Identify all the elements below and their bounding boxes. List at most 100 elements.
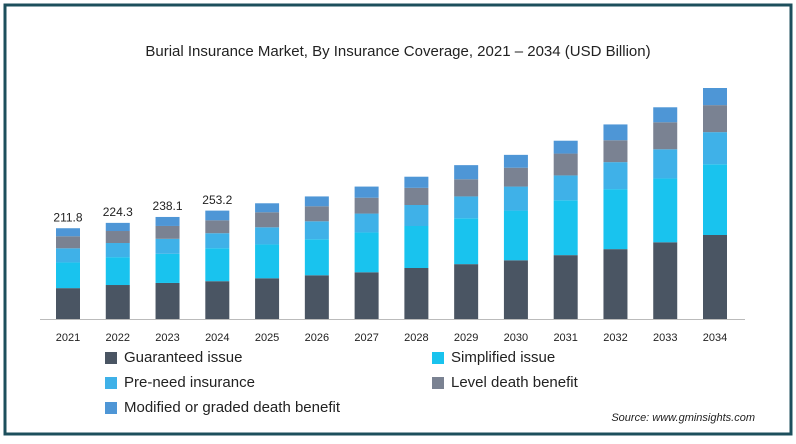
bar-segment xyxy=(304,206,329,222)
bar-segment xyxy=(703,105,727,133)
bar-segment xyxy=(703,164,727,235)
legend-swatch xyxy=(105,402,117,414)
bar-segment xyxy=(503,154,528,168)
bar-segment xyxy=(205,220,230,234)
x-tick-label: 2021 xyxy=(56,332,80,344)
bar-segment xyxy=(553,153,578,176)
legend-swatch xyxy=(105,352,117,364)
bar-segment xyxy=(404,205,429,226)
bar-segment xyxy=(454,165,479,180)
bar-segment xyxy=(703,235,727,319)
x-tick-label: 2026 xyxy=(305,332,329,344)
bar-segment xyxy=(255,212,280,228)
bar-segment xyxy=(155,253,180,283)
bar-segment xyxy=(354,186,379,198)
chart-title: Burial Insurance Market, By Insurance Co… xyxy=(145,43,650,60)
x-tick-label: 2024 xyxy=(205,332,229,344)
bar-segment xyxy=(155,225,180,239)
bar-segment xyxy=(454,179,479,197)
bar-segment xyxy=(105,243,130,258)
bar-segment xyxy=(553,140,578,154)
x-tick-label: 2030 xyxy=(504,332,528,344)
x-tick-label: 2025 xyxy=(255,332,279,344)
x-tick-label: 2027 xyxy=(354,332,378,344)
x-tick-label: 2034 xyxy=(703,332,727,344)
bar-segment xyxy=(105,257,130,286)
legend-label: Modified or graded death benefit xyxy=(124,399,341,416)
x-tick-label: 2023 xyxy=(155,332,179,344)
bar-segment xyxy=(454,264,479,319)
bar-segment xyxy=(155,216,180,226)
legend-label: Guaranteed issue xyxy=(124,349,242,366)
bar-segment xyxy=(404,187,429,205)
bar-segment xyxy=(304,196,329,207)
bar-segment xyxy=(56,228,80,237)
bar-segment xyxy=(553,200,578,256)
bar-segment xyxy=(205,248,230,282)
bar-segment xyxy=(56,248,80,263)
bar-segment xyxy=(255,278,280,319)
bar-segment xyxy=(304,275,329,319)
x-tick-label: 2022 xyxy=(106,332,130,344)
bar-segment xyxy=(653,178,678,243)
bar-segment xyxy=(205,281,230,319)
bar-segment xyxy=(653,149,678,179)
total-label: 238.1 xyxy=(153,199,183,213)
x-tick-label: 2028 xyxy=(404,332,428,344)
bar-segment xyxy=(255,227,280,245)
legend-swatch xyxy=(105,377,117,389)
total-label: 224.3 xyxy=(103,205,133,219)
bar-segment xyxy=(354,272,379,319)
bar-segment xyxy=(454,196,479,219)
bar-segment xyxy=(653,122,678,150)
legend-label: Simplified issue xyxy=(451,349,555,366)
bar-segment xyxy=(56,288,80,319)
source: Source: www.gminsights.com xyxy=(611,412,755,424)
bar-segment xyxy=(105,222,130,232)
bar-segment xyxy=(404,268,429,319)
bar-segment xyxy=(56,236,80,249)
bar-segment xyxy=(653,242,678,319)
bar-segment xyxy=(503,167,528,187)
bar-segment xyxy=(603,189,628,250)
legend-swatch xyxy=(432,352,444,364)
bar-segment xyxy=(56,262,80,289)
bar-segment xyxy=(354,232,379,273)
bar-segment xyxy=(603,124,628,141)
legend-label: Pre-need insurance xyxy=(124,374,255,391)
bar-segment xyxy=(155,238,180,254)
bar-segment xyxy=(255,244,280,279)
bar-segment xyxy=(603,162,628,190)
bar-segment xyxy=(703,132,727,165)
bar-segment xyxy=(703,88,727,106)
total-label: 253.2 xyxy=(202,193,232,207)
bar-segment xyxy=(255,203,280,213)
bar-segment xyxy=(503,186,528,211)
bar-segment xyxy=(454,218,479,265)
legend-label: Level death benefit xyxy=(451,374,579,391)
x-tick-label: 2033 xyxy=(653,332,677,344)
bar-segment xyxy=(503,260,528,319)
bar-segment xyxy=(105,285,130,319)
bar-segment xyxy=(553,175,578,201)
x-tick-label: 2029 xyxy=(454,332,478,344)
bar-segment xyxy=(404,226,429,268)
bar-segment xyxy=(553,255,578,319)
bar-segment xyxy=(503,210,528,261)
bar-segment xyxy=(603,140,628,163)
x-tick-label: 2032 xyxy=(603,332,627,344)
bar-segment xyxy=(205,233,230,249)
bar-segment xyxy=(603,249,628,319)
bar-segment xyxy=(304,221,329,240)
bar-segment xyxy=(653,107,678,123)
x-tick-label: 2031 xyxy=(553,332,577,344)
total-label: 211.8 xyxy=(53,210,82,224)
bar-segment xyxy=(105,231,130,244)
bar-segment xyxy=(155,282,180,319)
bar-segment xyxy=(304,239,329,276)
bar-segment xyxy=(404,176,429,188)
bar-segment xyxy=(354,197,379,214)
legend-swatch xyxy=(432,377,444,389)
bar-segment xyxy=(354,213,379,233)
